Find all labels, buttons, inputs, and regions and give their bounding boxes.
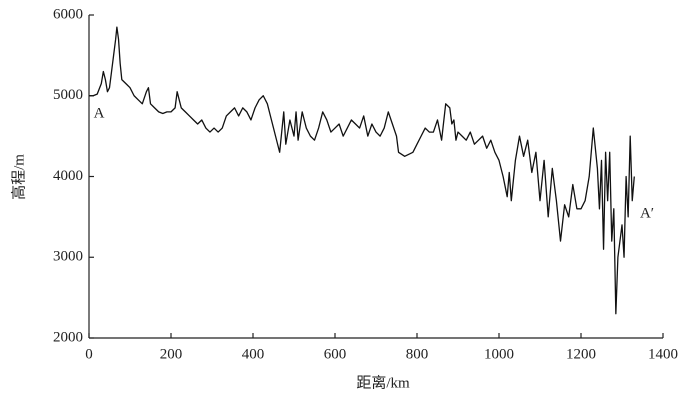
- x-tick-label: 0: [85, 346, 93, 362]
- annotation: A: [94, 105, 105, 121]
- y-tick-label: 2000: [53, 329, 83, 345]
- y-axis-label: 高程/m: [10, 154, 27, 200]
- x-tick-label: 1400: [648, 346, 678, 362]
- x-tick-label: 1000: [484, 346, 514, 362]
- x-axis-label: 距离/km: [356, 374, 410, 391]
- x-tick-label: 800: [406, 346, 429, 362]
- y-tick-label: 4000: [53, 168, 83, 184]
- x-tick-label: 400: [242, 346, 265, 362]
- annotation: A′: [640, 205, 654, 221]
- y-tick-label: 5000: [53, 87, 83, 103]
- y-tick-label: 6000: [53, 6, 83, 22]
- profile-line: [89, 26, 635, 315]
- x-tick-label: 1200: [566, 346, 596, 362]
- x-tick-label: 200: [160, 346, 183, 362]
- x-tick-label: 600: [324, 346, 347, 362]
- y-tick-label: 3000: [53, 249, 83, 265]
